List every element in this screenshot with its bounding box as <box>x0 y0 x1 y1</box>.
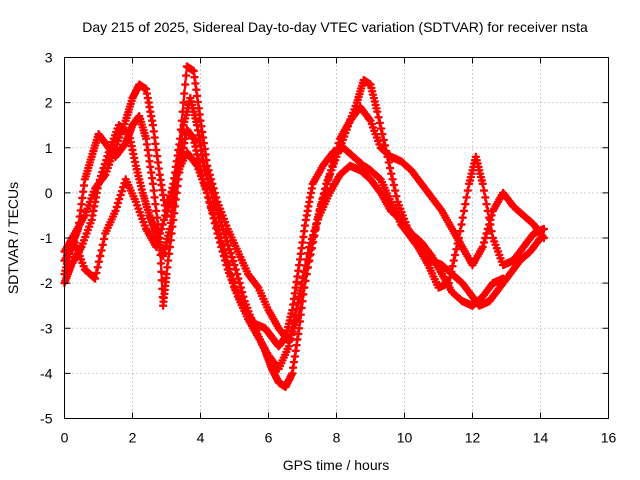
x-axis-label: GPS time / hours <box>283 457 390 473</box>
series-trace-track-3 <box>63 65 545 343</box>
x-tick-label: 16 <box>601 430 617 446</box>
y-tick-label: -3 <box>40 320 53 336</box>
y-tick-label: 0 <box>45 185 53 201</box>
x-tick-label: 14 <box>533 430 549 446</box>
y-tick-labels: -5 -4 -3 -2 -1 0 1 2 3 <box>40 50 53 427</box>
y-tick-label: -1 <box>40 230 53 246</box>
x-tick-label: 8 <box>333 430 341 446</box>
y-axis-label: SDTVAR / TECUs <box>5 182 21 294</box>
chart-title: Day 215 of 2025, Sidereal Day-to-day VTE… <box>82 19 588 35</box>
y-tick-label: -5 <box>40 411 53 427</box>
x-tick-label: 10 <box>397 430 413 446</box>
series-trace-track-4 <box>63 151 504 370</box>
y-tick-label: -2 <box>40 275 53 291</box>
data-series <box>60 62 549 392</box>
x-tick-label: 2 <box>129 430 137 446</box>
tick-marks <box>64 57 609 419</box>
y-tick-label: 3 <box>45 50 53 66</box>
x-tick-label: 0 <box>61 430 69 446</box>
x-tick-label: 12 <box>465 430 481 446</box>
y-tick-label: 1 <box>45 140 53 156</box>
y-tick-label: 2 <box>45 95 53 111</box>
x-tick-labels: 0 2 4 6 8 10 12 14 16 <box>61 430 617 446</box>
y-tick-label: -4 <box>40 365 53 381</box>
x-tick-label: 4 <box>197 430 205 446</box>
x-tick-label: 6 <box>265 430 273 446</box>
